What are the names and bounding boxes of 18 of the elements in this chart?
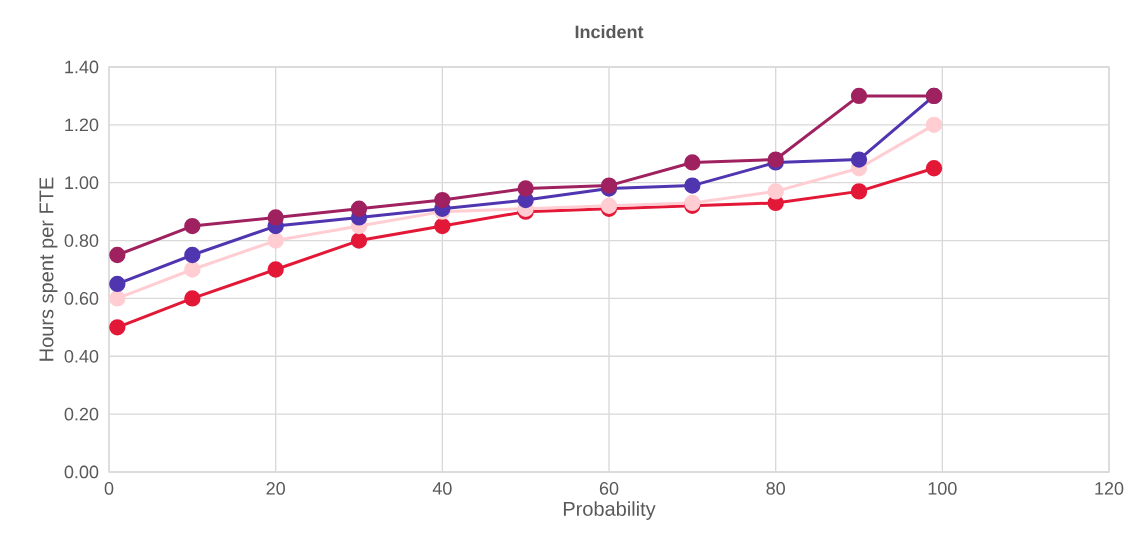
y-tick-label: 0.60 xyxy=(64,292,99,305)
x-tick-label: 0 xyxy=(104,482,114,495)
chart-title: Incident xyxy=(575,25,644,39)
x-tick-label: 120 xyxy=(1095,482,1124,495)
y-tick-label: 1.20 xyxy=(65,118,99,132)
x-tick-label: 100 xyxy=(928,482,957,495)
x-tick-label: 60 xyxy=(599,482,619,495)
x-tick-label: 80 xyxy=(766,482,785,495)
y-tick-label: 0.80 xyxy=(64,234,99,247)
y-tick-label: 0.00 xyxy=(64,465,99,479)
x-tick-label: 40 xyxy=(432,482,452,495)
x-tick-label: 20 xyxy=(266,482,285,495)
x-axis-title: Probability xyxy=(563,501,656,520)
y-tick-label: 1.00 xyxy=(65,176,99,190)
y-tick-label: 0.20 xyxy=(64,407,99,421)
y-axis-title: Hours spent per FTE xyxy=(39,177,58,361)
y-tick-label: 1.40 xyxy=(65,60,99,74)
y-tick-label: 0.40 xyxy=(64,349,99,363)
